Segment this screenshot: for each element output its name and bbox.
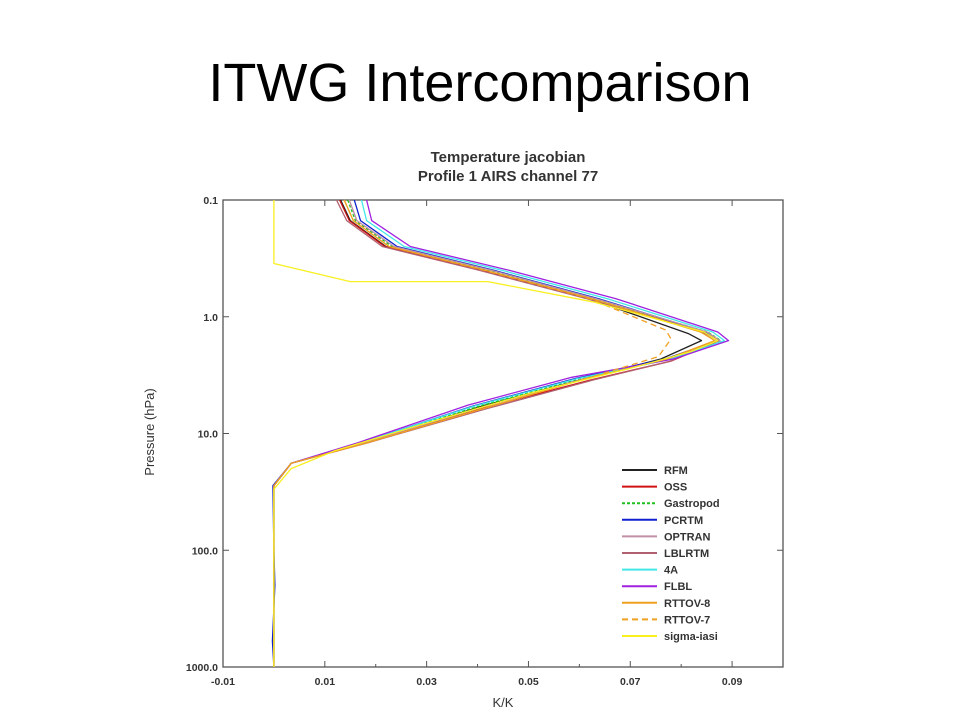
legend-label: PCRTM: [664, 515, 703, 527]
legend-label: OSS: [664, 482, 687, 494]
legend-label: RTTOV-7: [664, 614, 710, 626]
legend-label: 4A: [664, 565, 678, 577]
legend-label: LBLRTM: [664, 548, 709, 560]
y-axis-label: Pressure (hPa): [142, 388, 157, 475]
x-tick-label: -0.01: [211, 676, 235, 688]
legend-label: RTTOV-8: [664, 598, 710, 610]
chart-subtitle: Profile 1 AIRS channel 77: [418, 168, 598, 185]
legend-label: FLBL: [664, 581, 692, 593]
chart-title: Temperature jacobian: [431, 149, 586, 166]
y-tick-label: 1000.0: [186, 662, 218, 674]
series-layer: [271, 199, 730, 668]
x-tick-label: 0.03: [416, 676, 437, 688]
y-tick-label: 10.0: [198, 429, 219, 441]
legend-label: Gastropod: [664, 498, 720, 510]
x-tick-label: 0.05: [518, 676, 539, 688]
legend-box: [613, 456, 775, 656]
legend-label: OPTRAN: [664, 531, 711, 543]
axis-ticks: -0.01 0.01 0.03 0.05 0.07 0.09 0.1 1.0 10.0 100.0…: [186, 195, 783, 688]
y-tick-label: 100.0: [192, 545, 218, 557]
slide-title: ITWG Intercomparison: [208, 53, 752, 113]
y-tick-label: 1.0: [203, 312, 218, 324]
y-tick-label: 0.1: [203, 195, 218, 207]
x-tick-label: 0.01: [315, 676, 336, 688]
x-tick-label: 0.07: [620, 676, 641, 688]
x-axis-label: K/K: [493, 695, 514, 710]
legend-label: sigma-iasi: [664, 631, 718, 643]
series-line-rttov-8: [273, 199, 716, 667]
x-tick-label: 0.09: [722, 676, 743, 688]
legend: RFM OSS Gastropod PCRTM OPTRAN LBLRTM 4A FLBL RT…: [622, 465, 720, 643]
legend-label: RFM: [664, 465, 688, 477]
series-line-sigma-iasi: [273, 200, 719, 667]
